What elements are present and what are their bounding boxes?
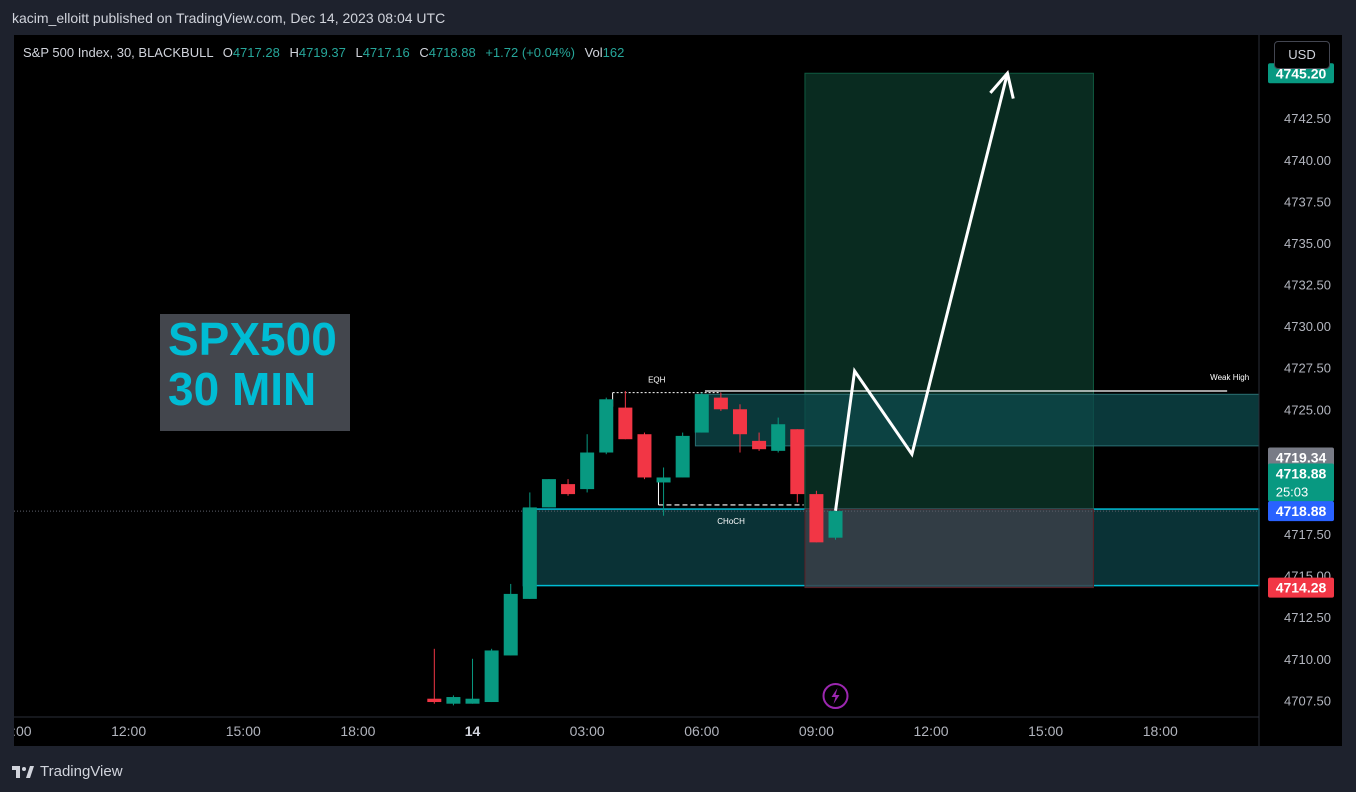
tradingview-logo[interactable]: TradingView — [12, 763, 123, 780]
time-tick-1: 12:00 — [111, 723, 146, 739]
tradingview-logo-icon — [12, 765, 34, 778]
stop-zone — [804, 508, 1094, 589]
bid-price-tag: 4718.88 — [1276, 503, 1327, 519]
price-tick-7: 4725.00 — [1284, 402, 1331, 417]
close-value: 4718.88 — [428, 45, 476, 60]
time-tick-9: 15:00 — [1028, 723, 1063, 739]
lightning-icon-ring — [822, 683, 849, 709]
price-tick-11: 4710.00 — [1284, 652, 1331, 667]
lightning-icon — [822, 683, 849, 709]
volume-value: 162 — [602, 45, 625, 60]
symbol-name[interactable]: S&P 500 Index, 30, BLACKBULL — [23, 45, 214, 60]
time-tick-10: 18:00 — [1143, 723, 1178, 739]
candle-body-10 — [618, 407, 633, 440]
change-value: +1.72 (+0.04%) — [485, 45, 575, 60]
time-tick-8: 12:00 — [914, 723, 949, 739]
price-chart[interactable]: EQH Weak High CHoCH 4742.50 4740.00 4737.50 47… — [14, 35, 1342, 746]
candle-body-13 — [675, 435, 690, 478]
lightning-icon-bolt — [831, 688, 840, 704]
candle-body-0 — [427, 698, 442, 703]
candle-body-2 — [465, 698, 480, 704]
low-label: L — [355, 45, 363, 60]
price-tick-12: 4707.50 — [1284, 693, 1331, 708]
choch-label: CHoCH — [717, 517, 745, 526]
time-tick-4: 14 — [465, 723, 481, 739]
open-value: 4717.28 — [232, 45, 280, 60]
timeframe-overlay: SPX500 30 MIN — [160, 314, 350, 431]
bid-price-tag-bg — [1268, 501, 1334, 522]
last-price-tag-bg — [1268, 463, 1334, 502]
high-price-tag-bg — [1268, 447, 1334, 468]
stop-price-tag-bg — [1268, 577, 1334, 598]
time-tick-6: 06:00 — [684, 723, 719, 739]
candle-body-11 — [637, 434, 652, 478]
candle-body-19 — [790, 429, 805, 495]
projection-path — [834, 72, 1009, 511]
high-value: 4719.37 — [298, 45, 346, 60]
supply-zone — [694, 393, 1260, 447]
price-tick-4: 4732.50 — [1284, 278, 1331, 293]
high-label: H — [289, 45, 299, 60]
tradingview-brand: TradingView — [40, 763, 123, 780]
price-tick-1: 4740.00 — [1284, 153, 1331, 168]
candle-body-12 — [656, 477, 671, 483]
weak-high-label: Weak High — [1210, 373, 1249, 382]
time-tick-0: 09:00 — [14, 723, 32, 739]
overlay-symbol: SPX500 — [168, 313, 337, 365]
price-tick-5: 4730.00 — [1284, 319, 1331, 334]
candle-body-4 — [503, 593, 518, 656]
published-info: kacim_elloitt published on TradingView.c… — [12, 10, 446, 26]
candle-body-1 — [446, 697, 461, 704]
candle-body-3 — [484, 650, 499, 703]
overlay-timeframe: 30 MIN — [168, 363, 317, 415]
price-tick-2: 4737.50 — [1284, 194, 1331, 209]
candle-body-15 — [713, 397, 728, 410]
candle-body-6 — [541, 479, 556, 508]
chart-frame[interactable]: EQH Weak High CHoCH 4742.50 4740.00 4737.50 47… — [14, 35, 1342, 746]
top-bar: kacim_elloitt published on TradingView.c… — [0, 0, 1356, 36]
target-price-tag: 4745.20 — [1276, 65, 1327, 81]
low-value: 4717.16 — [362, 45, 410, 60]
price-tick-10: 4712.50 — [1284, 610, 1331, 625]
time-tick-7: 09:00 — [799, 723, 834, 739]
high-price-tag: 4719.34 — [1276, 450, 1327, 466]
candle-body-16 — [732, 409, 747, 435]
price-tick-3: 4735.00 — [1284, 236, 1331, 251]
close-label: C — [419, 45, 429, 60]
currency-button[interactable]: USD — [1274, 41, 1330, 69]
price-tick-0: 4742.50 — [1284, 111, 1331, 126]
last-price-tag: 4718.88 — [1276, 465, 1327, 481]
candle-body-5 — [522, 507, 537, 599]
open-label: O — [222, 45, 233, 60]
symbol-legend: S&P 500 Index, 30, BLACKBULL O4717.28 H4… — [23, 45, 624, 60]
projection-arrowhead — [989, 70, 1015, 99]
candle-body-17 — [752, 440, 767, 450]
stop-price-tag: 4714.28 — [1276, 580, 1327, 596]
eqh-label: EQH — [648, 376, 666, 385]
price-tick-8: 4717.50 — [1284, 527, 1331, 542]
price-tick-6: 4727.50 — [1284, 361, 1331, 376]
candle-body-21 — [828, 511, 843, 538]
time-tick-3: 18:00 — [340, 723, 375, 739]
time-tick-5: 03:00 — [570, 723, 605, 739]
candle-body-7 — [561, 484, 576, 495]
time-tick-2: 15:00 — [226, 723, 261, 739]
volume-label: Vol — [584, 45, 603, 60]
candle-body-18 — [771, 424, 786, 451]
last-price-tag-countdown: 25:03 — [1276, 484, 1309, 499]
candle-body-20 — [809, 494, 824, 543]
footer: TradingView — [0, 752, 1356, 792]
candle-body-14 — [694, 394, 709, 433]
candle-body-8 — [580, 452, 595, 490]
candle-body-9 — [599, 399, 614, 453]
